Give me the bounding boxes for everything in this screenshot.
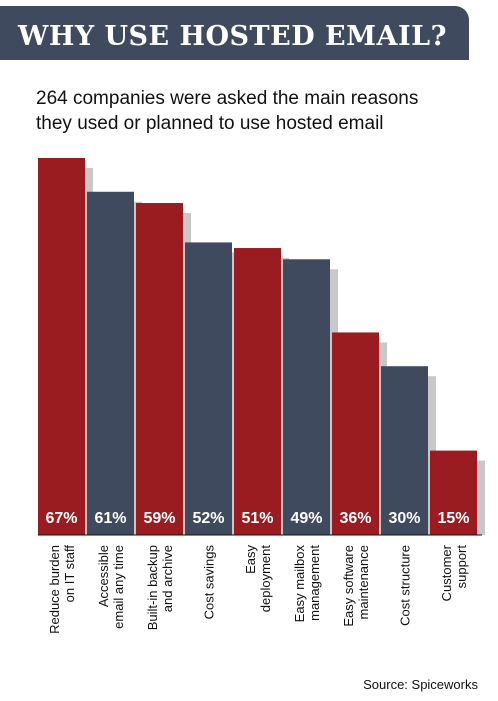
bar bbox=[87, 191, 134, 535]
category-line: management bbox=[307, 545, 322, 621]
category-line: email any time bbox=[111, 545, 126, 629]
value-label: 51% bbox=[241, 510, 273, 527]
category-line: Easy bbox=[243, 545, 258, 574]
value-label: 15% bbox=[437, 510, 469, 527]
value-label: 67% bbox=[45, 510, 77, 527]
value-label: 59% bbox=[143, 510, 175, 527]
category-line: support bbox=[454, 545, 469, 589]
category-line: Accessible bbox=[96, 545, 111, 607]
bar bbox=[430, 450, 477, 535]
category-label: Reduce burdenon IT staff bbox=[47, 545, 77, 634]
category-line: maintenance bbox=[356, 545, 371, 619]
bar bbox=[283, 259, 330, 535]
category-line: deployment bbox=[258, 545, 273, 613]
category-line: on IT staff bbox=[62, 545, 77, 603]
category-label: Customersupport bbox=[439, 544, 469, 601]
category-line: Customer bbox=[439, 544, 454, 601]
category-label: Easy softwaremaintenance bbox=[341, 545, 371, 627]
category-label: Cost savings bbox=[202, 545, 217, 620]
category-line: Easy mailbox bbox=[292, 545, 307, 623]
source: Source: Spiceworks bbox=[363, 677, 478, 692]
bar bbox=[185, 242, 232, 535]
category-label: Cost structure bbox=[398, 545, 413, 626]
bar bbox=[234, 248, 281, 535]
value-label: 30% bbox=[388, 510, 420, 527]
category-line: Cost savings bbox=[202, 545, 217, 620]
bar bbox=[332, 332, 379, 535]
value-label: 61% bbox=[94, 510, 126, 527]
category-label: Accessibleemail any time bbox=[96, 545, 126, 629]
category-label: Easy mailboxmanagement bbox=[292, 545, 322, 623]
subtitle: they used or planned to use hosted email bbox=[36, 113, 384, 134]
value-label: 49% bbox=[290, 510, 322, 527]
category-line: Cost structure bbox=[398, 545, 413, 626]
category-label: Easydeployment bbox=[243, 545, 273, 613]
chart-title: WHY USE HOSTED EMAIL? bbox=[17, 21, 447, 52]
category-line: Easy software bbox=[341, 545, 356, 627]
value-label: 36% bbox=[339, 510, 371, 527]
value-label: 52% bbox=[192, 510, 224, 527]
bar bbox=[38, 158, 85, 535]
category-line: Reduce burden bbox=[47, 545, 62, 634]
category-line: and archive bbox=[160, 545, 175, 612]
category-label: Built-in backupand archive bbox=[145, 545, 175, 630]
title-banner bbox=[0, 6, 469, 60]
bar bbox=[381, 366, 428, 535]
category-line: Built-in backup bbox=[145, 545, 160, 630]
bar bbox=[136, 203, 183, 535]
subtitle: 264 companies were asked the main reason… bbox=[36, 88, 418, 109]
